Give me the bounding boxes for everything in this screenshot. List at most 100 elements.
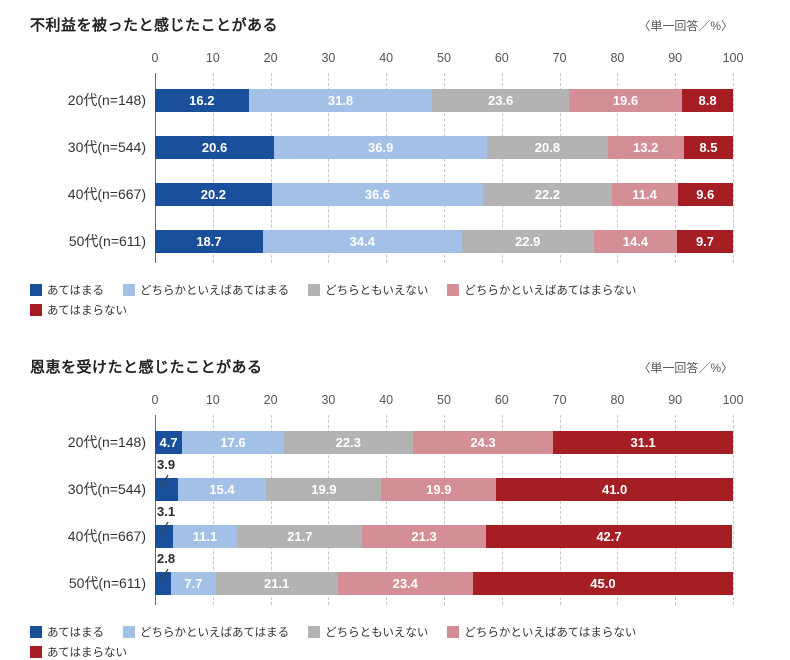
legend-swatch-icon [30,626,42,638]
legend: あてはまる どちらかといえばあてはまる どちらともいえない どちらかといえばあてはまら… [30,624,733,660]
bar-segment [155,525,173,548]
chart-header: 恩恵を受けたと感じたことがある 〈単一回答／%〉 [30,356,733,377]
value-callout: 2.8 [157,551,176,566]
gridline [501,73,503,263]
chart-section-disadvantage: 不利益を被ったと感じたことがある 〈単一回答／%〉 0 10 20 30 40 50 60 7… [0,14,790,318]
value-label: 18.7 [196,234,222,249]
callout-leader-line [160,568,169,582]
bar-segment: 22.3 [283,431,413,454]
legend-label: どちらかといえばあてはまらない [464,285,637,297]
chart-section-benefit: 恩恵を受けたと感じたことがある 〈単一回答／%〉 0 10 20 30 40 50 60 70… [0,356,790,660]
legend-swatch-icon [447,626,460,638]
gridline [733,73,734,263]
value-label: 41.0 [601,482,628,497]
gridline [444,415,445,605]
value-label: 22.3 [335,435,361,450]
legend-swatch-icon [30,646,42,658]
category-label: 50代(n=611) [68,233,146,249]
category-label: 30代(n=544) [67,139,146,155]
value-label: 20.6 [201,140,228,155]
category-label: 30代(n=544) [67,481,146,497]
x-tick-label: 10 [205,51,220,65]
gridline [328,73,330,263]
value-label: 19.9 [426,482,452,497]
bar-segment: 41.0 [496,478,733,501]
legend-item: どちらともいえない [308,282,428,298]
bar-segment: 45.0 [472,572,733,595]
callout-leader-line [160,474,169,488]
category-label: 20代(n=148) [67,92,146,108]
bar-segment: 17.6 [182,431,284,454]
value-label: 16.2 [189,93,215,108]
bar-segment: 15.4 [177,478,267,501]
bar-segment: 13.2 [607,136,684,159]
bar-segment: 31.8 [248,89,433,112]
x-tick-label: 80 [610,51,625,65]
value-label: 36.6 [364,187,391,202]
bar-segment: 9.7 [676,230,733,253]
gridline [617,415,619,605]
bar-row: 40代(n=667) 3.1 11.1 21.7 21.3 42.7 [68,504,733,548]
legend-label: どちらかといえばあてはまらない [464,627,637,639]
gridline [270,415,272,605]
gridline [212,415,214,605]
bar-segment: 20.8 [487,136,608,159]
legend-swatch-icon [447,284,460,296]
legend-label: どちらともいえない [325,627,429,639]
legend-item: あてはまる [30,624,104,640]
bar-segment: 21.7 [237,525,363,548]
bars-region: 20代(n=148) 4.7 17.6 22.3 24.3 31.1 30代(n=544) 3… [68,415,734,605]
value-label: 34.4 [349,234,375,249]
bar-segment [155,478,178,501]
bar-segment: 36.6 [271,183,484,206]
bar-segment: 23.6 [432,89,569,112]
bar-row: 30代(n=544) 20.6 36.9 20.8 13.2 8.5 [68,136,733,159]
chart-title: 恩恵を受けたと感じたことがある [30,359,263,376]
bar-segment: 11.4 [611,183,678,206]
value-label: 21.7 [287,529,313,544]
bar-segment: 31.1 [553,431,733,454]
value-label: 19.9 [311,482,337,497]
value-label: 22.9 [515,234,541,249]
x-tick-label: 90 [668,51,683,65]
category-label: 40代(n=667) [67,186,146,202]
bar-row: 20代(n=148) 4.7 17.6 22.3 24.3 31.1 [68,431,733,454]
bar-segment: 16.2 [155,89,249,112]
legend-swatch-icon [30,284,42,296]
value-label: 14.4 [622,234,649,249]
gridline [675,73,677,263]
category-label: 20代(n=148) [67,434,146,450]
x-tick-label: 50 [437,393,451,407]
bar-segment: 18.7 [155,230,263,253]
value-label: 36.9 [368,140,394,155]
legend-label: あてはまらない [47,647,128,659]
value-label: 31.8 [327,93,354,108]
x-tick-label: 90 [668,393,683,407]
legend-item: あてはまらない [30,302,127,318]
legend-label: あてはまる [47,627,105,639]
bar-row: 50代(n=611) 2.8 7.7 21.1 23.4 45.0 [69,551,733,595]
bar-row: 30代(n=544) 3.9 15.4 19.9 19.9 41.0 [68,457,733,501]
category-label: 40代(n=667) [67,528,146,544]
x-tick-label: 20 [263,51,278,65]
chart-title: 不利益を被ったと感じたことがある [30,17,279,34]
value-label: 21.1 [263,576,290,591]
x-tick-label: 10 [205,393,220,407]
bar-segment: 22.2 [483,183,612,206]
legend-item: どちらともいえない [308,624,428,640]
bar-segment: 9.6 [677,183,733,206]
gridline [559,73,561,263]
plot-area: 0 10 20 30 40 50 60 70 80 90 100 20代(n=148) 16.2 31.… [68,51,744,263]
bar-segment: 23.4 [337,572,473,595]
value-label: 17.6 [220,435,246,450]
legend-label: あてはまる [47,285,105,297]
x-axis: 0 10 20 30 40 50 60 70 80 90 100 [152,393,744,410]
value-label: 45.0 [590,576,616,591]
bar-segment: 34.4 [262,230,462,253]
value-label: 20.8 [534,140,561,155]
x-axis: 0 10 20 30 40 50 60 70 80 90 100 [152,51,744,68]
legend-swatch-icon [30,304,42,316]
legend-label: どちらかといえばあてはまる [140,285,290,297]
gridline [675,415,677,605]
